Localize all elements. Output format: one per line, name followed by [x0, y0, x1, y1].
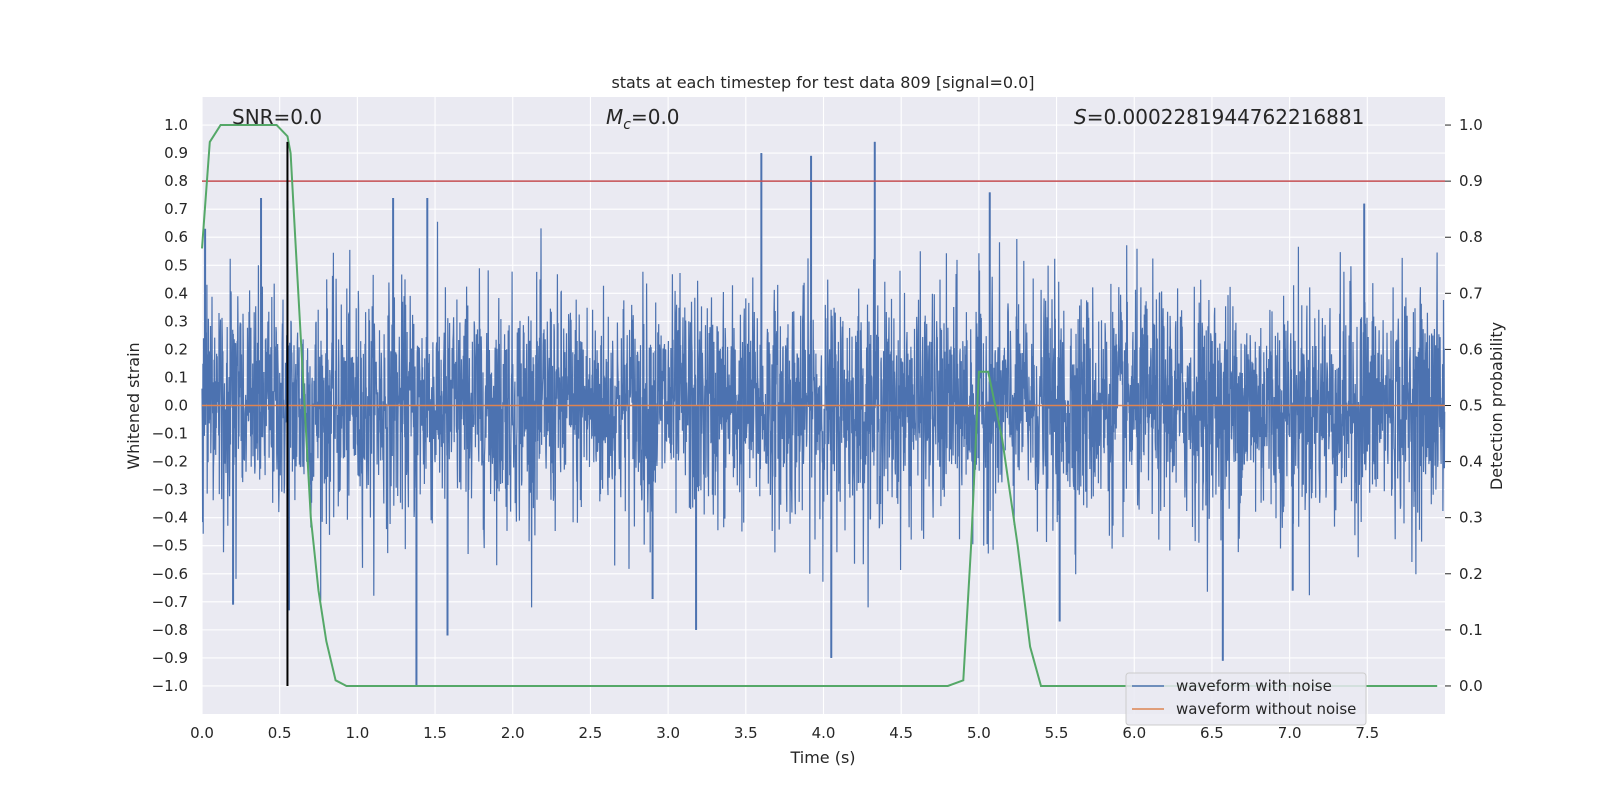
y-tick-label: 0.8: [164, 172, 188, 190]
legend-label-clean: waveform without noise: [1176, 700, 1356, 718]
x-tick-label: 7.0: [1278, 724, 1302, 742]
s-value: =0.0002281944762216881: [1087, 105, 1365, 129]
y-tick-label: −0.3: [152, 481, 188, 499]
x-tick-label: 0.0: [190, 724, 214, 742]
legend-label-noise: waveform with noise: [1176, 677, 1332, 695]
detection-probability-line: [201, 124, 1438, 687]
y-tick-label: −0.6: [152, 565, 188, 583]
y-axis-label: Whitened strain: [124, 342, 143, 469]
mc-value: =0.0: [631, 105, 680, 129]
x-tick-label: 3.5: [734, 724, 758, 742]
x-tick-label: 2.5: [579, 724, 603, 742]
line-series: [201, 124, 1445, 687]
y2-tick-label: 0.0: [1459, 677, 1483, 695]
y2-tick-label: 0.3: [1459, 509, 1483, 527]
y2-tick-label: 0.7: [1459, 284, 1483, 302]
y2-tick-label: 0.4: [1459, 453, 1483, 471]
x-tick-label: 1.0: [345, 724, 369, 742]
x-tick-label: 6.0: [1122, 724, 1146, 742]
x-tick-label: 4.0: [812, 724, 836, 742]
mc-symbol: M: [606, 105, 623, 129]
y-tick-label: 0.5: [164, 256, 188, 274]
noise-waveform-line: [201, 141, 1446, 687]
y-tick-label: −1.0: [152, 677, 188, 695]
snr-annotation: SNR=0.0: [232, 105, 322, 129]
y-tick-label: 0.7: [164, 200, 188, 218]
y-tick-label: 0.3: [164, 312, 188, 330]
y-tick-label: −0.4: [152, 509, 188, 527]
y2-gridlines: [1445, 124, 1451, 687]
y2-tick-label: 1.0: [1459, 116, 1483, 134]
chart-title: stats at each timestep for test data 809…: [611, 73, 1034, 92]
y-tick-label: 0.2: [164, 340, 188, 358]
y-tick-label: 0.4: [164, 284, 188, 302]
x-tick-label: 1.5: [423, 724, 447, 742]
y-tick-label: 0.0: [164, 397, 188, 415]
y2-tick-label: 0.2: [1459, 565, 1483, 583]
mc-annotation: Mc=0.0: [606, 105, 680, 133]
y-tick-label: 1.0: [164, 116, 188, 134]
x-tick-label: 3.0: [656, 724, 680, 742]
x-tick-label: 2.0: [501, 724, 525, 742]
x-tick-label: 5.0: [967, 724, 991, 742]
x-tick-label: 0.5: [268, 724, 292, 742]
y-tick-label: −0.5: [152, 537, 188, 555]
y2-tick-label: 0.9: [1459, 172, 1483, 190]
y-tick-label: −0.8: [152, 621, 188, 639]
x-tick-label: 6.5: [1200, 724, 1224, 742]
y2-tick-label: 0.5: [1459, 397, 1483, 415]
x-axis-label: Time (s): [789, 748, 855, 767]
mc-subscript: c: [623, 117, 631, 133]
y-tick-label: 0.6: [164, 228, 188, 246]
y-tick-label: 0.9: [164, 144, 188, 162]
legend-box: [1125, 672, 1367, 726]
waveform-with-noise-series: [201, 141, 1446, 687]
y2-tick-label: 0.1: [1459, 621, 1483, 639]
y-tick-label: −0.9: [152, 649, 188, 667]
s-annotation: S=0.0002281944762216881: [1074, 105, 1364, 129]
y2-axis-label: Detection probability: [1487, 322, 1506, 490]
y-tick-label: −0.7: [152, 593, 188, 611]
y2-tick-labels: 1.0 0.9 0.8 0.7 0.6 0.5 0.4 0.3 0.2 0.1 0.0: [1459, 116, 1483, 695]
y2-tick-label: 0.8: [1459, 228, 1483, 246]
x-tick-label: 4.5: [889, 724, 913, 742]
y2-tick-label: 0.6: [1459, 340, 1483, 358]
x-tick-label: 5.5: [1045, 724, 1069, 742]
legend: waveform with noise waveform without noi…: [1125, 672, 1367, 726]
y-tick-label: −0.1: [152, 425, 188, 443]
s-symbol: S: [1074, 105, 1087, 129]
x-tick-labels: 0.0 0.5 1.0 1.5 2.0 2.5 3.0 3.5 4.0 4.5 5.0 5.5 6.0 6…: [190, 724, 1379, 742]
y-tick-label: −0.2: [152, 453, 188, 471]
x-tick-label: 7.5: [1355, 724, 1379, 742]
y-tick-label: 0.1: [164, 368, 188, 386]
y-tick-labels: 1.0 0.9 0.8 0.7 0.6 0.5 0.4 0.3 0.2 0.1 0.0 −0.1 −0.…: [152, 116, 188, 695]
